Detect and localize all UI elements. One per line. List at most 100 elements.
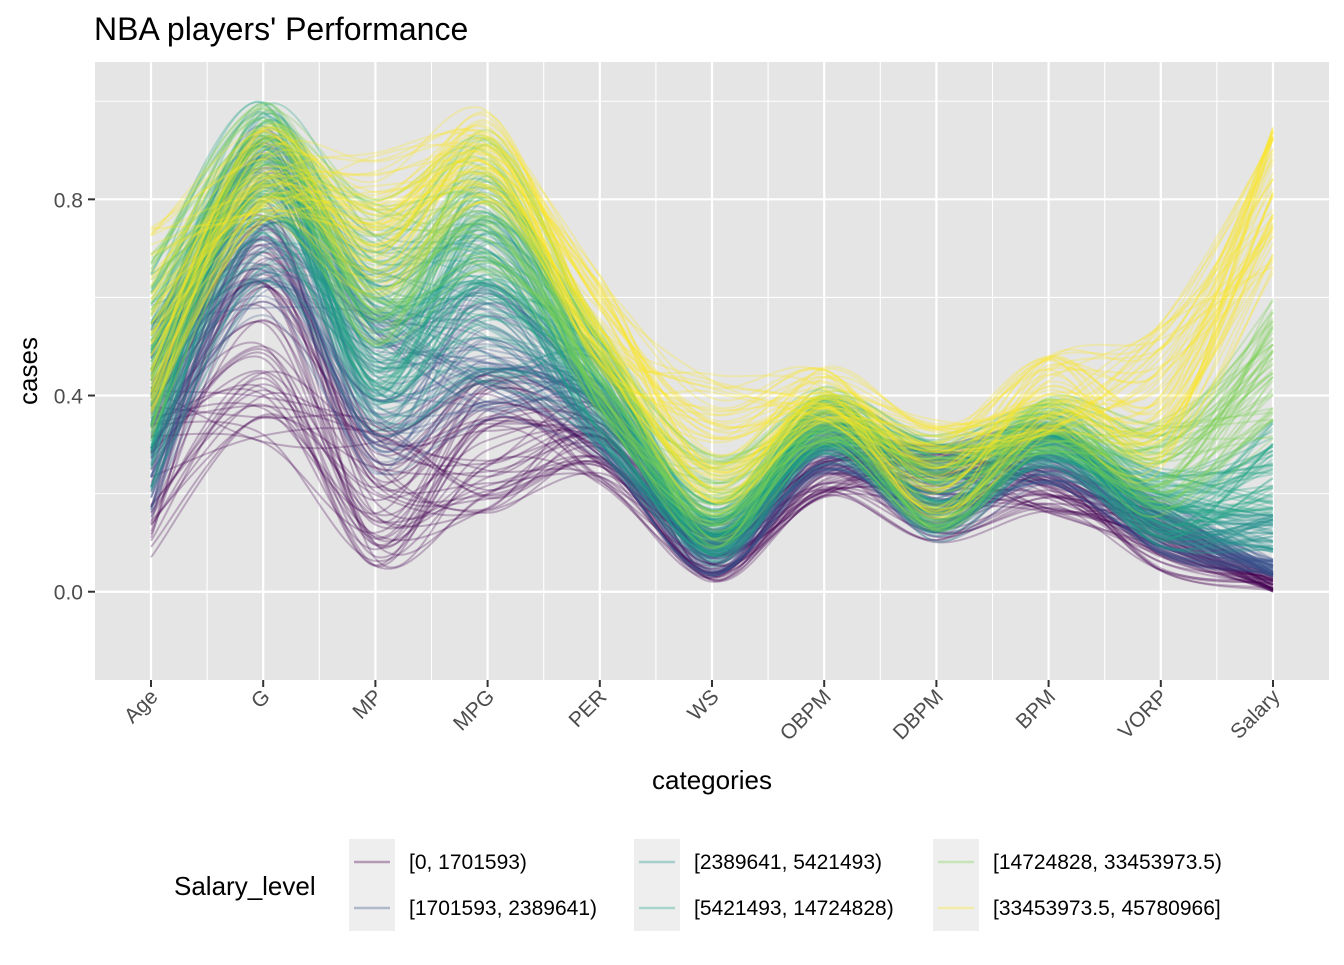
series-line [150,236,1274,592]
series-line [150,161,1274,531]
series-line [150,280,1274,575]
series-line [150,387,1274,589]
series-line [150,370,1274,580]
series-line [150,134,1274,564]
series-line [150,132,1274,534]
series-line [150,159,1274,535]
series-line [150,137,1274,549]
y-axis-label: cases [13,337,43,405]
series-line [150,182,1274,551]
series-line [150,341,1274,576]
series-line [150,271,1274,566]
series-line [150,223,1274,575]
series-line [150,141,1274,573]
series-line [150,126,1274,470]
series-line [150,183,1274,537]
series-line [150,235,1274,577]
series-line [150,192,1274,556]
series-line [150,217,1274,540]
series-line [150,135,1274,504]
series-line [150,244,1274,585]
series-line [150,168,1274,466]
series-line [150,113,1274,480]
x-tick-label: MPG [449,685,499,735]
series-line [150,112,1274,550]
legend-entry-label: [14724828, 33453973.5) [993,851,1222,874]
series-line [150,158,1274,470]
series-line [150,185,1274,514]
series-line [150,102,1274,547]
series-line [150,102,1274,521]
series-line [150,154,1274,541]
series-line [150,131,1274,492]
series-line [150,145,1274,539]
series-line [150,122,1274,518]
chart-title: NBA players' Performance [94,11,468,47]
series-line [150,267,1274,567]
series-line [150,170,1274,438]
series-line [150,193,1274,534]
series-line [150,127,1274,450]
series-line [150,187,1274,512]
series-line [150,122,1274,519]
series-line [150,129,1274,573]
series-line [150,278,1274,590]
series-group [150,200,1274,593]
series-line [150,222,1274,543]
series-line [150,131,1274,567]
series-line [150,179,1274,470]
series-line [150,134,1274,507]
series-line [150,179,1274,540]
series-line [150,201,1274,505]
series-line [150,320,1274,576]
series-line [150,148,1274,549]
series-line [150,403,1274,584]
series-line [150,134,1274,474]
series-line [150,104,1274,524]
series-line [150,242,1274,554]
series-line [150,193,1274,517]
series-line [150,159,1274,523]
x-tick-label: BPM [1012,685,1060,733]
series-line [150,218,1274,574]
series-line [150,196,1274,552]
series-line [150,319,1274,576]
series-line [150,303,1274,579]
series-line [150,182,1274,504]
series-line [150,226,1274,577]
series-line [150,136,1274,543]
series-line [150,145,1274,554]
series-line [150,280,1274,551]
x-tick-label: Salary [1226,685,1285,744]
series-line [150,144,1274,532]
series-line [150,264,1274,582]
series-line [150,216,1274,539]
series-line [150,148,1274,441]
series-line [150,383,1274,583]
series-line [150,168,1274,577]
series-line [150,242,1274,538]
series-line [150,218,1274,581]
series-group [150,100,1274,558]
x-axis-label: categories [652,765,772,795]
series-line [150,219,1274,518]
series-line [150,135,1274,505]
series-line [150,171,1274,558]
series-line [150,227,1274,575]
series-line [150,158,1274,493]
series-line [150,123,1274,478]
series-line [150,285,1274,573]
series-line [150,181,1274,521]
series-line [150,283,1274,576]
series-line [150,253,1274,563]
legend-key [933,839,979,885]
series-line [150,183,1274,538]
series-line [150,149,1274,519]
series-line [150,147,1274,473]
series-line [150,143,1274,547]
series-line [150,128,1274,493]
series-line [150,278,1274,574]
series-line [150,220,1274,566]
legend-entry-label: [5421493, 14724828) [694,897,894,920]
